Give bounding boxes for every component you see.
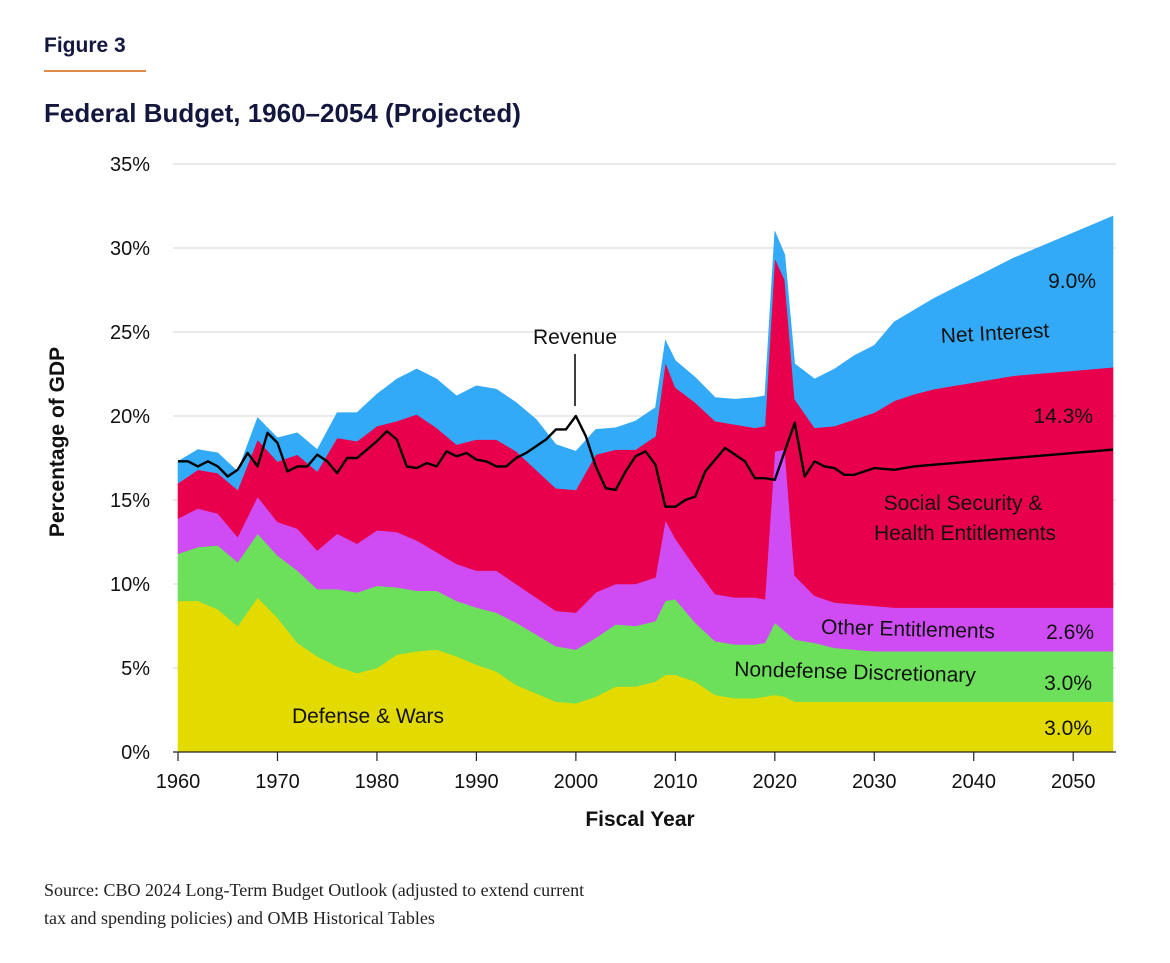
y-tick-label: 0% bbox=[121, 742, 150, 764]
axes: 0% 5% 10% 15% 20% 25% 30% 35% 1960 1970 1980 1990 20… bbox=[46, 154, 1116, 831]
source-note: Source: CBO 2024 Long-Term Budget Outloo… bbox=[44, 876, 744, 932]
source-line-1: Source: CBO 2024 Long-Term Budget Outloo… bbox=[44, 880, 585, 900]
net-interest-label: Net Interest bbox=[940, 319, 1050, 348]
x-tick-label: 2000 bbox=[554, 771, 599, 793]
revenue-line-group bbox=[178, 414, 1114, 508]
defense-label: Defense & Wars bbox=[292, 705, 444, 728]
revenue-label: Revenue bbox=[533, 326, 617, 349]
x-tick-label: 1990 bbox=[454, 771, 499, 793]
area-net-interest bbox=[177, 215, 1114, 491]
other-entitlements-label: Other Entitlements bbox=[821, 616, 995, 644]
y-tick-label: 25% bbox=[110, 322, 150, 344]
source-line-2: tax and spending policies) and OMB Histo… bbox=[44, 908, 435, 928]
ssh-label-line1: Social Security & bbox=[884, 492, 1043, 515]
figure-label-rule bbox=[44, 70, 146, 72]
net-interest-value: 9.0% bbox=[1048, 270, 1096, 293]
other-entitlements-value: 2.6% bbox=[1046, 621, 1094, 644]
y-tick-label: 30% bbox=[110, 238, 150, 260]
defense-value: 3.0% bbox=[1044, 717, 1092, 740]
y-axis-title: Percentage of GDP bbox=[46, 347, 69, 537]
ssh-label-line2: Health Entitlements bbox=[874, 522, 1056, 545]
x-tick-label: 2050 bbox=[1051, 771, 1096, 793]
y-tick-label: 20% bbox=[110, 406, 150, 428]
ssh-value: 14.3% bbox=[1033, 405, 1093, 428]
x-tick-label: 2030 bbox=[852, 771, 897, 793]
stacked-areas bbox=[177, 215, 1114, 753]
nondefense-value: 3.0% bbox=[1044, 672, 1092, 695]
y-tick-label: 10% bbox=[110, 574, 150, 596]
y-tick-label: 5% bbox=[121, 658, 150, 680]
revenue-line bbox=[178, 414, 1114, 508]
chart-title: Federal Budget, 1960–2054 (Projected) bbox=[44, 98, 521, 128]
x-tick-label: 2010 bbox=[653, 771, 698, 793]
x-tick-label: 1970 bbox=[255, 771, 300, 793]
x-axis-title: Fiscal Year bbox=[585, 808, 694, 831]
y-tick-label: 35% bbox=[110, 154, 150, 176]
x-tick-label: 1960 bbox=[156, 771, 201, 793]
figure-label: Figure 3 bbox=[44, 34, 126, 57]
x-tick-label: 1980 bbox=[355, 771, 400, 793]
x-tick-label: 2040 bbox=[951, 771, 996, 793]
y-tick-label: 15% bbox=[110, 490, 150, 512]
budget-area-chart: 0% 5% 10% 15% 20% 25% 30% 35% 1960 1970 1980 1990 20… bbox=[46, 154, 1116, 831]
x-tick-label: 2020 bbox=[753, 771, 798, 793]
